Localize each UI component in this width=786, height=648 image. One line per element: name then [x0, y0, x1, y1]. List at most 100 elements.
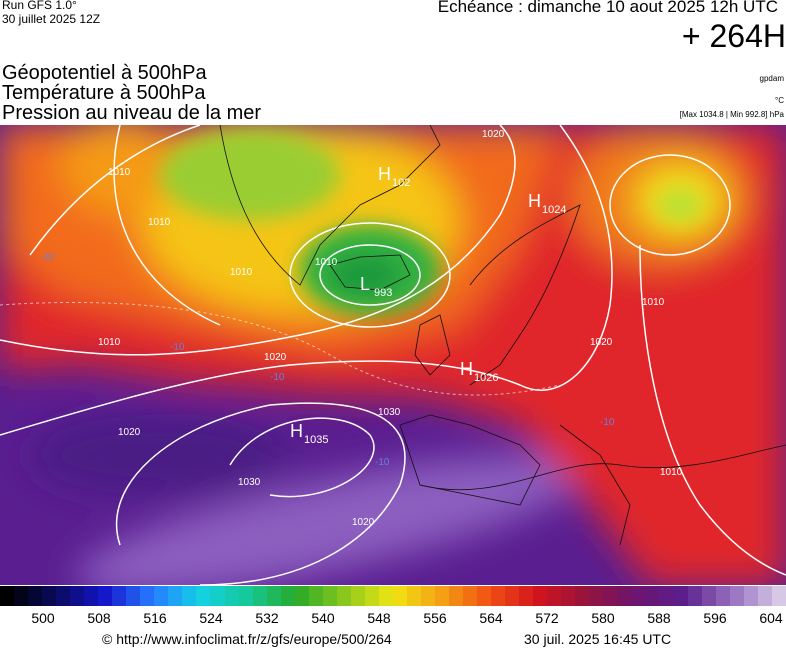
colorbar-tick: 572 — [535, 610, 559, 626]
color-swatch — [378, 586, 393, 606]
center-letter: L — [360, 274, 370, 294]
color-swatch — [28, 586, 43, 606]
color-swatch — [687, 586, 702, 606]
temperature-label: -10 — [170, 342, 185, 353]
colorbar-tick: 564 — [479, 610, 503, 626]
center-value: 1026 — [474, 372, 498, 384]
isobar-label: 1030 — [378, 407, 401, 418]
colorbar-tick: 500 — [31, 610, 55, 626]
isobar-label: 1010 — [108, 167, 131, 178]
isobar-label: 1010 — [98, 337, 121, 348]
color-swatch — [70, 586, 85, 606]
color-swatch — [322, 586, 337, 606]
colorbar-tick: 548 — [367, 610, 391, 626]
color-swatch — [491, 586, 506, 606]
color-swatch — [757, 586, 772, 606]
color-swatch — [280, 586, 295, 606]
temperature-label: -10 — [375, 457, 390, 468]
color-swatch — [266, 586, 281, 606]
colorbar-tick: 556 — [423, 610, 447, 626]
valid-time: Echéance : dimanche 10 aout 2025 12h UTC — [437, 0, 778, 16]
colorbar-tick: 508 — [87, 610, 111, 626]
color-swatch — [771, 586, 786, 606]
color-swatch — [715, 586, 730, 606]
color-swatch — [589, 586, 604, 606]
center-value: 102 — [392, 177, 410, 189]
center-letter: H — [528, 191, 541, 211]
color-swatch — [112, 586, 127, 606]
run-date: 30 juillet 2025 12Z — [2, 12, 101, 26]
color-swatch — [729, 586, 744, 606]
color-swatch — [645, 586, 660, 606]
color-swatch — [252, 586, 267, 606]
color-swatch — [533, 586, 548, 606]
color-swatch — [673, 586, 688, 606]
isobar-label: 1020 — [590, 337, 613, 348]
colorbar-tick: 596 — [703, 610, 727, 626]
source: © http://www.infoclimat.fr/z/gfs/europe/… — [102, 631, 392, 647]
colorbar-tick: 580 — [591, 610, 615, 626]
field: Température à 500hPa — [2, 82, 206, 104]
isobar-label: 1020 — [352, 517, 375, 528]
color-swatch — [561, 586, 576, 606]
isobar-label: 1010 — [315, 257, 338, 268]
color-swatch — [182, 586, 197, 606]
color-swatch — [477, 586, 492, 606]
color-swatch — [84, 586, 99, 606]
field: Géopotentiel à 500hPa — [2, 62, 207, 84]
color-swatch — [659, 586, 674, 606]
isobar-label: 1010 — [660, 467, 683, 478]
colorbar-tick: 516 — [143, 610, 167, 626]
color-swatch — [98, 586, 113, 606]
color-swatch — [434, 586, 449, 606]
color-swatch — [392, 586, 407, 606]
color-swatch — [547, 586, 562, 606]
isobars — [0, 125, 786, 585]
color-swatch — [575, 586, 590, 606]
center-value: 993 — [374, 287, 392, 299]
color-swatch — [294, 586, 309, 606]
color-swatch — [463, 586, 478, 606]
color-swatch — [154, 586, 169, 606]
isobar-label: 1020 — [482, 129, 505, 140]
color-swatch — [56, 586, 71, 606]
center-letter: H — [290, 421, 303, 441]
color-swatch — [0, 586, 15, 606]
timestamp: 30 juil. 2025 16:45 UTC — [524, 631, 672, 647]
color-swatch — [743, 586, 758, 606]
isobar-label: 1010 — [148, 217, 171, 228]
color-swatch — [350, 586, 365, 606]
colorbar-tick: 540 — [311, 610, 335, 626]
color-swatch — [126, 586, 141, 606]
colorbar — [0, 586, 786, 606]
center-letter: H — [460, 359, 473, 379]
unit: gpdam — [759, 74, 784, 83]
unit: [Max 1034.8 | Min 992.8] hPa — [679, 110, 784, 119]
isobar-label: 1010 — [230, 267, 253, 278]
coastlines — [219, 125, 786, 546]
color-swatch — [336, 586, 351, 606]
color-swatch — [168, 586, 183, 606]
color-swatch — [42, 586, 57, 606]
temperature-label: -10 — [40, 252, 55, 263]
color-swatch — [420, 586, 435, 606]
isobar-label: 1030 — [238, 477, 261, 488]
field: Pression au niveau de la mer — [2, 102, 262, 124]
color-swatch — [519, 586, 534, 606]
isobar-label: 1020 — [118, 427, 141, 438]
run: Run GFS 1.0° — [2, 0, 77, 12]
color-swatch — [210, 586, 225, 606]
isobar-label: 1010 — [642, 297, 665, 308]
color-swatch — [631, 586, 646, 606]
temperature-label: -10 — [600, 417, 615, 428]
temperature-label: -10 — [270, 372, 285, 383]
colorbar-tick: 604 — [759, 610, 783, 626]
color-swatch — [505, 586, 520, 606]
color-swatch — [140, 586, 155, 606]
colorbar-tick: 532 — [255, 610, 279, 626]
colorbar-tick: 588 — [647, 610, 671, 626]
isobar-label: 1020 — [264, 352, 287, 363]
color-swatch — [406, 586, 421, 606]
